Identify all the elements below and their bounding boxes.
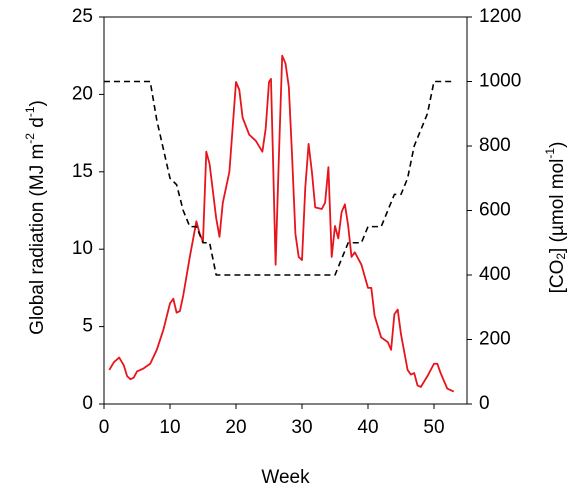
y-axis-label-part: -1 — [23, 106, 37, 117]
x-tick-label: 0 — [99, 417, 110, 438]
y2-tick-label: 1200 — [479, 6, 521, 27]
y2-tick-label: 800 — [479, 135, 511, 156]
y-axis-label-part: ) — [27, 100, 48, 106]
y2-axis-label-part: ) — [547, 142, 568, 148]
y2-tick-label: 400 — [479, 264, 511, 285]
y2-axis-label-part: [CO — [547, 260, 568, 294]
y-tick-label: 20 — [72, 83, 93, 104]
x-tick-label: 50 — [423, 417, 444, 438]
y-axis-label: Global radiation (MJ m-2 d-1) — [23, 100, 48, 335]
y-tick-label: 25 — [72, 6, 93, 27]
x-axis-label: Week — [261, 467, 310, 488]
y2-axis-label-part: ] (µmol mol — [547, 159, 568, 253]
y2-tick-label: 0 — [479, 393, 490, 414]
series-line — [104, 80, 454, 276]
y2-axis-label-part: 2 — [554, 253, 568, 260]
y2-tick-label: 1000 — [479, 71, 521, 92]
y-axis-label-part: Global radiation (MJ m — [27, 144, 48, 335]
y2-axis-label: [CO2] (µmol mol-1) — [543, 142, 568, 294]
series-line — [108, 54, 455, 393]
y-tick-label: 15 — [72, 161, 93, 182]
y2-tick-label: 600 — [479, 200, 511, 221]
y2-tick-label: 200 — [479, 329, 511, 350]
y-tick-label: 5 — [82, 316, 93, 337]
y-tick-label: 0 — [82, 393, 93, 414]
x-tick-label: 10 — [159, 417, 180, 438]
x-tick-label: 40 — [357, 417, 378, 438]
y-tick-label: 10 — [72, 238, 93, 259]
y2-axis-label-part: -1 — [543, 148, 557, 159]
x-tick-label: 20 — [225, 417, 246, 438]
y-axis-label-part: -2 — [23, 133, 37, 144]
y-axis-label-part: d — [27, 117, 48, 133]
x-tick-label: 30 — [291, 417, 312, 438]
